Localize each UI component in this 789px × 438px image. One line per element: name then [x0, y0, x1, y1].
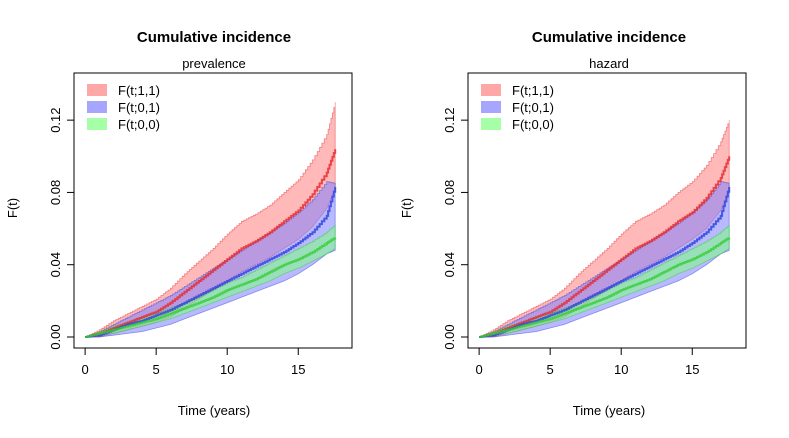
chart-title: Cumulative incidence — [532, 29, 686, 46]
x-tick-label: 15 — [291, 362, 305, 377]
legend: F(t;1,1) F(t;0,1) F(t;0,0) — [481, 83, 554, 132]
x-tick-label: 15 — [685, 362, 699, 377]
y-axis-label: F(t) — [5, 198, 20, 218]
x-tick-label: 5 — [153, 362, 160, 377]
legend-key-f-t-0-0 — [481, 118, 501, 130]
chart-subtitle: prevalence — [182, 56, 246, 71]
legend-label-f-t-0-1: F(t;0,1) — [118, 100, 160, 115]
legend-key-f-t-0-1 — [481, 101, 501, 113]
x-axis-label: Time (years) — [178, 403, 250, 418]
chart-subtitle: hazard — [589, 56, 629, 71]
legend-label-f-t-1-1: F(t;1,1) — [512, 83, 554, 98]
plot-area: 0 5 10 15 0.00 0.04 0.08 0.12 — [442, 72, 747, 377]
series-line-f-t-0-1 — [85, 187, 337, 338]
y-tick-label: 0.04 — [442, 252, 457, 277]
y-tick-label: 0.00 — [48, 324, 63, 349]
legend-key-f-t-1-1 — [481, 84, 501, 96]
plot-area: 0 5 10 15 0.00 0.04 0.08 0.12 — [48, 72, 353, 377]
x-axis-label: Time (years) — [573, 403, 645, 418]
y-tick-label: 0.00 — [442, 324, 457, 349]
legend-key-f-t-1-1 — [87, 84, 107, 96]
legend: F(t;1,1) F(t;0,1) F(t;0,0) — [87, 83, 160, 132]
legend-label-f-t-0-0: F(t;0,0) — [512, 117, 554, 132]
legend-label-f-t-0-1: F(t;0,1) — [512, 100, 554, 115]
series-line-f-t-0-1 — [479, 187, 731, 338]
y-axis-label: F(t) — [399, 198, 414, 218]
series-line-f-t-0-0 — [85, 237, 337, 338]
series-line-f-t-0-0 — [479, 237, 731, 338]
x-tick-label: 0 — [476, 362, 483, 377]
series-line-f-t-1-1 — [479, 156, 731, 338]
legend-key-f-t-0-1 — [87, 101, 107, 113]
x-tick-label: 0 — [82, 362, 89, 377]
x-tick-label: 5 — [547, 362, 554, 377]
chart-panel-prevalence: Cumulative incidence prevalence Time (ye… — [5, 29, 353, 418]
series-line-f-t-1-1 — [85, 149, 337, 338]
legend-label-f-t-0-0: F(t;0,0) — [118, 117, 160, 132]
y-tick-label: 0.08 — [442, 180, 457, 205]
chart-panel-hazard: Cumulative incidence hazard Time (years)… — [399, 29, 747, 418]
legend-label-f-t-1-1: F(t;1,1) — [118, 83, 160, 98]
chart-title: Cumulative incidence — [137, 29, 291, 46]
legend-key-f-t-0-0 — [87, 118, 107, 130]
y-tick-label: 0.12 — [48, 107, 63, 132]
y-tick-label: 0.04 — [48, 252, 63, 277]
y-tick-label: 0.12 — [442, 107, 457, 132]
x-tick-label: 10 — [614, 362, 628, 377]
x-tick-label: 10 — [220, 362, 234, 377]
y-tick-label: 0.08 — [48, 180, 63, 205]
